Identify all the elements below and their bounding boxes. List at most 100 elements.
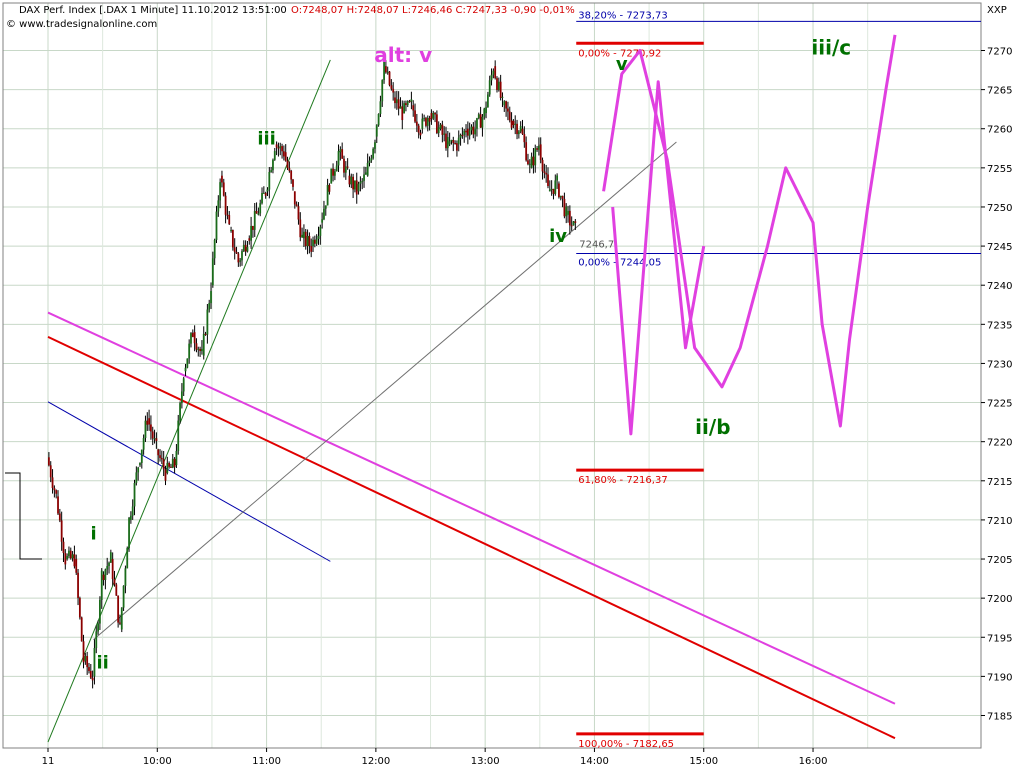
candle-body (297, 206, 300, 220)
candle-body (277, 147, 280, 149)
candle-body (270, 170, 273, 172)
candle-body (199, 348, 201, 352)
wave-label: ii/b (695, 415, 730, 439)
candle-body (129, 515, 132, 520)
candle-body (284, 152, 287, 161)
candle-body (372, 148, 375, 159)
candle-body (343, 158, 345, 173)
candle-body (419, 132, 422, 136)
candle-body (180, 391, 183, 404)
candle-body (559, 195, 562, 198)
candle-body (492, 70, 495, 75)
candle-body (364, 172, 367, 175)
candle-body (570, 225, 573, 227)
candle-body (195, 343, 198, 350)
candle-body (541, 159, 544, 172)
x-tick-label: 14:00 (580, 756, 609, 767)
candle-body (246, 246, 249, 252)
header-instrument: DAX Perf. Index [.DAX 1 Minute] 11.10.20… (19, 5, 287, 16)
candle-body (244, 244, 247, 252)
candle-body (346, 166, 349, 168)
candle-body (337, 151, 340, 166)
candle-body (69, 550, 72, 559)
candle-body (184, 367, 187, 372)
candle-body (171, 458, 174, 468)
candle-body (312, 239, 314, 247)
candle-body (474, 129, 477, 135)
y-tick-label: 7220 (987, 438, 1012, 449)
candle-body (221, 175, 223, 183)
candle-body (532, 156, 535, 166)
candle-body (242, 244, 245, 252)
y-tick-label: 7215 (987, 477, 1012, 488)
candle-body (168, 462, 171, 467)
candle-body (388, 71, 391, 86)
candle-body (99, 599, 101, 624)
y-tick-label: 7190 (987, 672, 1012, 683)
y-tick-label: 7225 (987, 399, 1012, 410)
candle-body (290, 170, 293, 180)
candle-body (572, 221, 575, 226)
candle-body (140, 449, 143, 463)
candle-body (496, 78, 498, 90)
candle-body (268, 171, 271, 190)
candle-body (421, 118, 424, 129)
candle-body (508, 111, 511, 121)
candle-body (406, 101, 409, 106)
candle-body (328, 184, 331, 192)
candle-body (230, 230, 232, 232)
candle-body (481, 116, 484, 128)
candle-body (505, 101, 508, 109)
candle-body (164, 469, 167, 481)
candle-body (456, 143, 458, 151)
candle-body (80, 617, 83, 642)
y-tick-label: 7210 (987, 516, 1012, 527)
candle-body (324, 205, 327, 209)
candle-body (144, 420, 147, 439)
candle-body (188, 343, 191, 359)
candle-body (323, 208, 325, 220)
candle-body (49, 465, 52, 478)
candle-body (512, 120, 515, 126)
candle-body (390, 85, 393, 89)
candle-body (153, 438, 156, 440)
candle-body (530, 156, 533, 168)
candle-body (202, 333, 205, 356)
wave-label: alt: v (374, 43, 432, 67)
candle-body (519, 126, 522, 132)
candle-body (375, 125, 378, 137)
forecast-path-2 (602, 34, 897, 428)
candle-body (193, 332, 196, 344)
candle-body (146, 420, 149, 425)
candle-body (445, 133, 447, 149)
candle-body (423, 117, 426, 119)
trendline-pink-channel (47, 311, 896, 705)
candle-body (494, 66, 497, 79)
level-label: 0,00% - 7244,05 (578, 258, 661, 269)
candle-body (392, 88, 395, 93)
candle-body (257, 213, 260, 215)
candle-body (417, 125, 420, 133)
grid (3, 3, 981, 748)
candle-body (190, 333, 192, 344)
candle-body (361, 180, 364, 182)
candle-body (401, 106, 404, 121)
candle-body (97, 623, 99, 632)
candle-body (175, 450, 178, 466)
candle-body (301, 234, 303, 238)
candle-body (109, 552, 112, 563)
candle-body (528, 163, 531, 165)
candle-body (306, 235, 309, 247)
candle-body (272, 159, 274, 171)
forecast-path-1 (611, 80, 706, 436)
candle-body (437, 127, 440, 134)
trendlines (47, 59, 896, 743)
candle-body (368, 160, 371, 163)
y-tick-label: 7230 (987, 359, 1012, 370)
candle-body (48, 457, 50, 466)
candle-body (102, 574, 105, 581)
candle-body (261, 192, 263, 204)
candle-body (348, 175, 351, 185)
